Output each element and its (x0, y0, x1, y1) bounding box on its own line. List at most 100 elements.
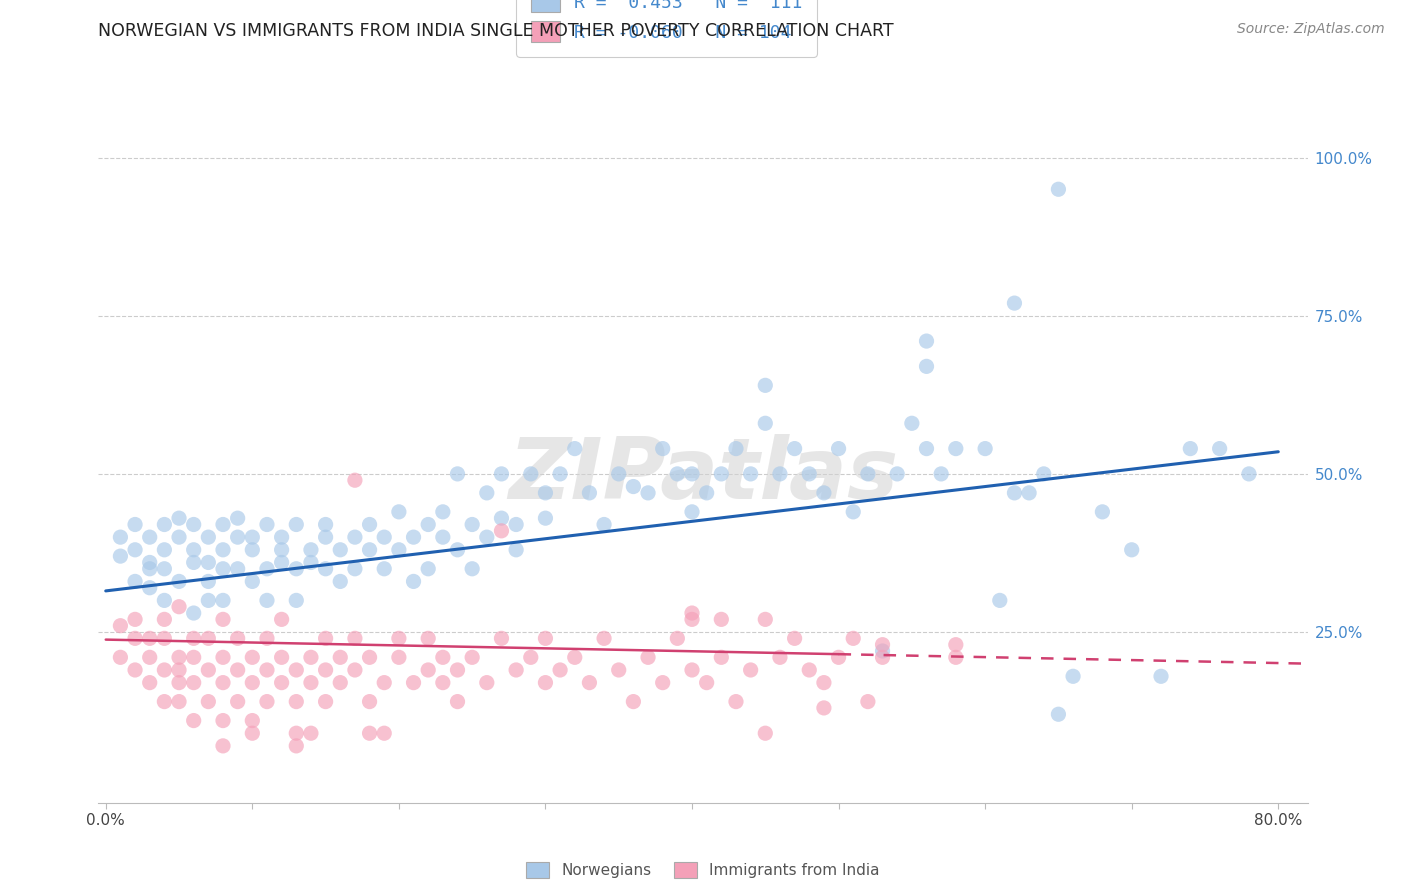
Point (212, 612, 235, 626)
Point (769, 467, 792, 481)
Point (418, 562, 440, 576)
Point (153, 562, 176, 576)
Point (593, 517, 616, 532)
Text: NORWEGIAN VS IMMIGRANTS FROM INDIA SINGLE MOTHER POVERTY CORRELATION CHART: NORWEGIAN VS IMMIGRANTS FROM INDIA SINGL… (98, 22, 894, 40)
Point (945, 650, 967, 665)
Point (681, 467, 703, 481)
Point (197, 663, 219, 677)
Point (299, 556, 322, 570)
Point (153, 593, 176, 607)
Point (167, 663, 190, 677)
Point (769, 650, 792, 665)
Point (285, 593, 308, 607)
Point (240, 675, 263, 690)
Point (783, 442, 806, 456)
Point (418, 663, 440, 677)
Point (197, 593, 219, 607)
Point (651, 442, 673, 456)
Point (270, 612, 292, 626)
Point (329, 542, 352, 557)
Point (359, 726, 381, 740)
Point (1032, 467, 1054, 481)
Point (520, 467, 543, 481)
Point (491, 467, 513, 481)
Point (710, 467, 733, 481)
Point (359, 542, 381, 557)
Point (915, 442, 938, 456)
Point (212, 593, 235, 607)
Point (167, 511, 190, 525)
Point (226, 663, 249, 677)
Point (724, 442, 747, 456)
Point (681, 612, 703, 626)
Point (461, 562, 484, 576)
Point (183, 675, 205, 690)
Point (110, 618, 132, 632)
Point (167, 574, 190, 589)
Point (813, 701, 835, 715)
Point (388, 650, 411, 665)
Point (783, 632, 806, 646)
Point (240, 530, 263, 544)
Point (124, 542, 146, 557)
Point (446, 467, 468, 481)
Point (681, 505, 703, 519)
Point (621, 695, 644, 709)
Point (226, 562, 249, 576)
Point (681, 663, 703, 677)
Point (681, 606, 703, 620)
Point (754, 417, 776, 431)
Point (153, 542, 176, 557)
Point (315, 530, 337, 544)
Point (696, 486, 718, 500)
Point (183, 556, 205, 570)
Point (343, 473, 366, 487)
Point (315, 562, 337, 576)
Point (315, 695, 337, 709)
Point (299, 675, 322, 690)
Point (534, 675, 557, 690)
Point (915, 334, 938, 348)
Point (343, 530, 366, 544)
Point (388, 542, 411, 557)
Point (270, 542, 292, 557)
Point (183, 632, 205, 646)
Point (505, 663, 527, 677)
Point (197, 556, 219, 570)
Point (359, 650, 381, 665)
Point (548, 467, 571, 481)
Point (138, 562, 160, 576)
Point (651, 675, 673, 690)
Point (124, 612, 146, 626)
Point (1180, 442, 1202, 456)
Point (637, 486, 659, 500)
Point (872, 644, 894, 658)
Point (388, 505, 411, 519)
Point (124, 632, 146, 646)
Point (402, 530, 425, 544)
Point (315, 663, 337, 677)
Point (534, 486, 557, 500)
Point (110, 549, 132, 563)
Point (754, 612, 776, 626)
Point (285, 562, 308, 576)
Point (1004, 296, 1026, 310)
Point (842, 505, 865, 519)
Point (754, 726, 776, 740)
Point (240, 714, 263, 728)
Point (491, 632, 513, 646)
Point (548, 663, 571, 677)
Point (138, 581, 160, 595)
Point (388, 632, 411, 646)
Point (740, 663, 762, 677)
Point (988, 593, 1011, 607)
Point (446, 542, 468, 557)
Point (240, 542, 263, 557)
Point (299, 726, 322, 740)
Point (1237, 467, 1260, 481)
Point (799, 663, 821, 677)
Point (740, 467, 762, 481)
Point (373, 562, 395, 576)
Point (724, 695, 747, 709)
Point (1121, 542, 1143, 557)
